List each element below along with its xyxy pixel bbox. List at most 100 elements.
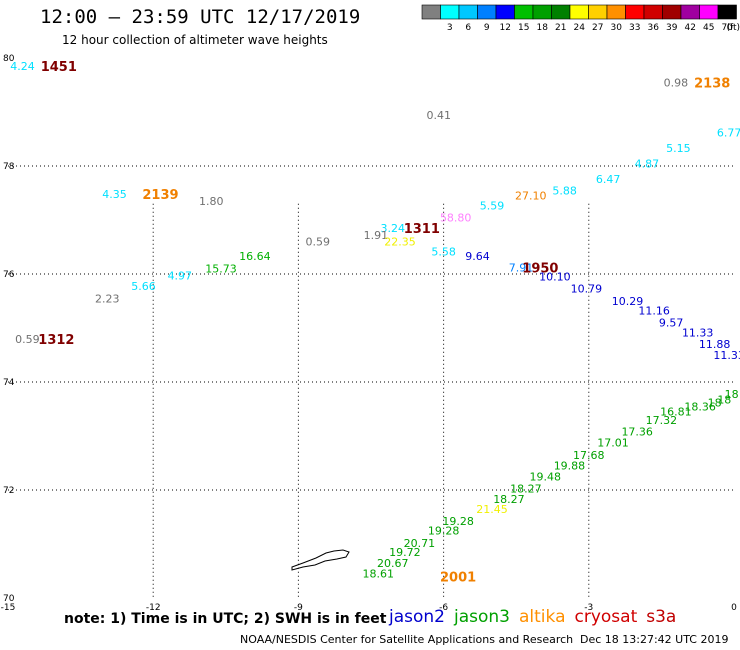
legend-swatch bbox=[532, 4, 552, 20]
wave-height-label: 0.59 bbox=[306, 236, 331, 249]
legend-swatch bbox=[625, 4, 645, 20]
lat-tick-label: 72 bbox=[3, 486, 14, 496]
wave-height-label: 17.32 bbox=[646, 414, 678, 427]
page-subtitle: 12 hour collection of altimeter wave hei… bbox=[62, 33, 328, 47]
pass-times: 1451 2138 2139 1311 1950 1312 2001 bbox=[38, 60, 730, 585]
legend-label: 39 bbox=[666, 23, 678, 33]
wave-height-label: 0.59 bbox=[15, 333, 40, 346]
footer-timestamp: Dec 18 13:27:42 UTC 2019 bbox=[580, 633, 729, 646]
wave-height-label: 5.58 bbox=[431, 245, 456, 258]
legend-label: 24 bbox=[574, 23, 586, 33]
wave-height-label: 4.24 bbox=[10, 60, 35, 73]
legend-label: 6 bbox=[465, 23, 471, 33]
footer-note: note: 1) Time is in UTC; 2) SWH is in fe… bbox=[64, 611, 387, 627]
legend-swatch bbox=[440, 4, 460, 20]
wave-height-label: 10.10 bbox=[539, 271, 571, 284]
wave-height-label: 17.01 bbox=[597, 436, 629, 449]
legend-swatch bbox=[606, 4, 626, 20]
satellite-name: cryosat bbox=[574, 607, 638, 627]
wave-height-label: 58.80 bbox=[440, 211, 472, 224]
wave-height-label: 7.91 bbox=[509, 262, 534, 275]
legend-swatch bbox=[588, 4, 608, 20]
pass-time-label: 1451 bbox=[41, 60, 77, 75]
wave-height-label: 19.28 bbox=[428, 525, 460, 538]
legend-swatch bbox=[421, 4, 441, 20]
wave-height-label: 19.88 bbox=[554, 460, 586, 473]
lat-tick-label: 74 bbox=[3, 378, 15, 388]
wave-height-label: 3.24 bbox=[381, 222, 406, 235]
wave-height-label: 10.79 bbox=[571, 283, 603, 296]
legend-label: 42 bbox=[685, 23, 696, 33]
legend-label: 70 bbox=[722, 23, 734, 33]
legend-label: 27 bbox=[592, 23, 603, 33]
wave-height-label: 19.72 bbox=[389, 546, 421, 559]
legend-swatch bbox=[551, 4, 571, 20]
legend-swatch bbox=[662, 4, 682, 20]
wave-height-label: 19.48 bbox=[529, 471, 561, 484]
satellite-legend: jason2 jason3 altika cryosat s3a bbox=[389, 607, 685, 627]
pass-time-label: 2001 bbox=[440, 570, 476, 585]
wave-height-label: 18.36 bbox=[684, 400, 716, 413]
wave-height-label: 18.27 bbox=[493, 493, 525, 506]
wave-height-values: 4.24 0.41 0.98 4.35 1.80 6.77 5.15 4.87 6.47 5.88… bbox=[10, 60, 740, 581]
pass-time-label: 1312 bbox=[38, 333, 74, 348]
wave-height-label: 11.88 bbox=[699, 338, 731, 351]
wave-height-label: 5.88 bbox=[552, 184, 577, 197]
wave-height-label: 19.28 bbox=[442, 515, 474, 528]
wave-height-label: 18.27 bbox=[510, 482, 542, 495]
wave-height-label: 18 bbox=[708, 397, 722, 410]
wave-height-label: 1.91 bbox=[364, 229, 389, 242]
wave-height-legend: 3 6 9 12 15 18 21 24 27 30 33 36 39 42 45 70(ft) bbox=[421, 4, 740, 33]
wave-height-label: 17.68 bbox=[573, 449, 605, 462]
wave-height-label: 4.97 bbox=[168, 270, 193, 283]
legend-label: 18 bbox=[537, 23, 549, 33]
legend-label: 3 bbox=[447, 23, 453, 33]
wave-height-label: 9.57 bbox=[659, 317, 684, 330]
wave-height-label: 11.33 bbox=[682, 326, 714, 339]
legend-swatch bbox=[717, 4, 737, 20]
wave-height-label: 22.35 bbox=[384, 236, 416, 249]
wave-height-label: 21.45 bbox=[476, 503, 508, 516]
jan-mayen-island bbox=[291, 549, 350, 571]
legend-swatch bbox=[458, 4, 478, 20]
wave-height-label: 6.47 bbox=[596, 173, 621, 186]
wave-height-label: 0.41 bbox=[427, 109, 452, 122]
wave-height-label: 11.33 bbox=[713, 349, 740, 362]
wave-height-label: 5.15 bbox=[666, 142, 691, 155]
footer-credit: NOAA/NESDIS Center for Satellite Applica… bbox=[240, 633, 574, 646]
legend-label: 30 bbox=[611, 23, 623, 33]
lon-tick-label: -12 bbox=[146, 603, 161, 613]
pass-time-label: 1950 bbox=[522, 262, 558, 277]
lon-tick-label: -15 bbox=[1, 603, 16, 613]
wave-height-label: 5.66 bbox=[131, 280, 156, 293]
wave-height-label: 20.67 bbox=[377, 557, 409, 570]
page-title: 12:00 — 23:59 UTC 12/17/2019 bbox=[40, 6, 361, 28]
wave-height-label: 9.64 bbox=[465, 250, 490, 263]
legend-swatch bbox=[514, 4, 534, 20]
satellite-name: jason2 bbox=[389, 607, 445, 627]
legend-label: 12 bbox=[500, 23, 511, 33]
legend-swatch bbox=[643, 4, 663, 20]
satellite-name: jason3 bbox=[454, 607, 510, 627]
wave-height-label: 15.73 bbox=[205, 263, 237, 276]
wave-height-label: 11.16 bbox=[638, 305, 670, 318]
wave-height-label: 2.23 bbox=[95, 292, 120, 305]
lat-tick-label: 78 bbox=[3, 162, 15, 172]
lat-tick-label: 80 bbox=[3, 54, 15, 64]
wave-height-label: 16.64 bbox=[239, 250, 271, 263]
wave-height-label: 18 bbox=[725, 388, 739, 401]
lon-tick-label: 0 bbox=[731, 603, 737, 613]
wave-height-label: 20.71 bbox=[404, 537, 436, 550]
wave-height-label: 18.61 bbox=[363, 568, 395, 581]
legend-swatch bbox=[569, 4, 589, 20]
wave-height-label: 0.98 bbox=[664, 76, 689, 89]
lon-tick-label: -3 bbox=[584, 603, 593, 613]
wave-height-label: 4.35 bbox=[102, 188, 127, 201]
legend-swatch bbox=[495, 4, 515, 20]
wave-height-label: 10.29 bbox=[612, 295, 644, 308]
legend-label: 45 bbox=[703, 23, 714, 33]
wave-height-label: 5.59 bbox=[480, 199, 505, 212]
legend-label: 15 bbox=[518, 23, 529, 33]
legend-label: 33 bbox=[629, 23, 640, 33]
